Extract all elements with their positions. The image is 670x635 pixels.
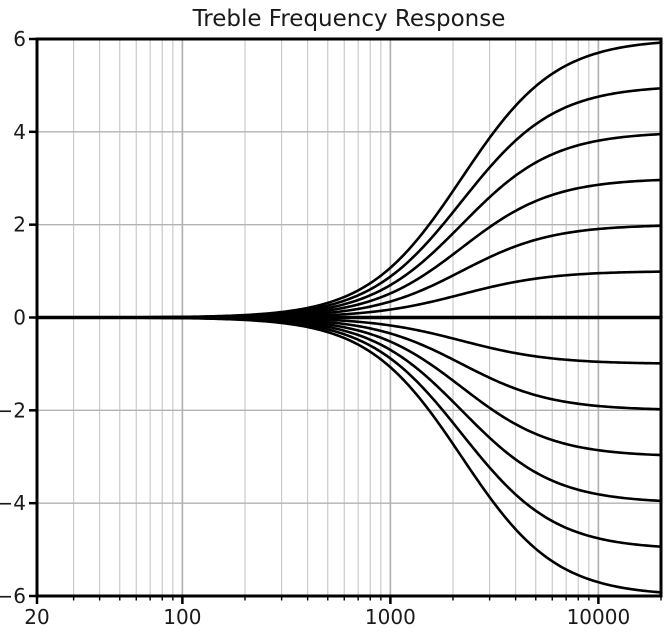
y-tick-label: −6	[0, 584, 26, 608]
x-tick-label: 100	[163, 605, 201, 629]
curve-gain--4dB	[35, 316, 663, 503]
y-tick-label: 6	[13, 27, 26, 51]
x-tick-label: 1000	[365, 605, 416, 629]
x-tick-label: 20	[24, 605, 49, 629]
curve-gain-+3dB	[35, 178, 663, 319]
chart-title: Treble Frequency Response	[192, 6, 506, 32]
response-curves	[35, 41, 663, 594]
y-tick-label: −4	[0, 491, 26, 515]
y-tick-label: 0	[13, 306, 26, 330]
curve-gain-+5dB	[35, 87, 663, 319]
y-tick-label: 2	[13, 213, 26, 237]
y-tick-label: 4	[13, 120, 26, 144]
curve-gain--5dB	[35, 316, 663, 548]
curve-gain-+4dB	[35, 132, 663, 319]
x-tick-label: 10000	[567, 605, 631, 629]
curve-gain--3dB	[35, 316, 663, 457]
axes	[29, 37, 663, 604]
curve-gain--6dB	[35, 316, 663, 594]
y-tick-label: −2	[0, 398, 26, 422]
